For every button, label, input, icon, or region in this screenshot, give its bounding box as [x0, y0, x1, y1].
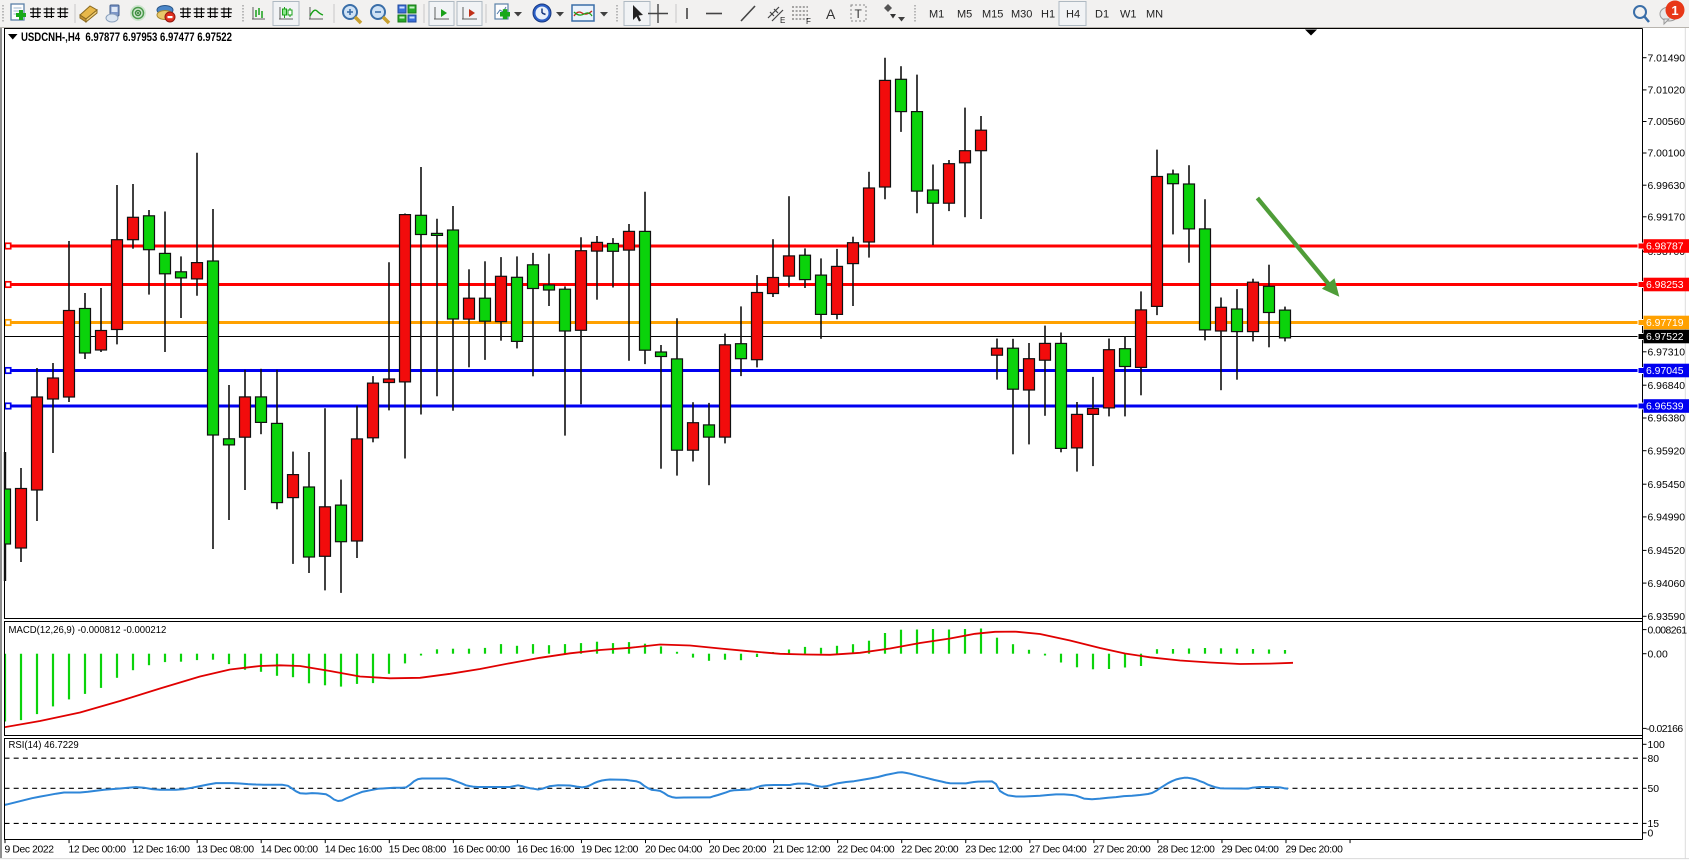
svg-text:6.99170: 6.99170 [1648, 213, 1686, 224]
svg-text:28 Dec 12:00: 28 Dec 12:00 [1157, 844, 1215, 855]
svg-text:W1: W1 [1120, 9, 1137, 21]
svg-text:16 Dec 16:00: 16 Dec 16:00 [517, 844, 575, 855]
svg-text:7.01020: 7.01020 [1648, 86, 1686, 97]
svg-text:14 Dec 00:00: 14 Dec 00:00 [261, 844, 319, 855]
svg-text:12 Dec 16:00: 12 Dec 16:00 [133, 844, 191, 855]
svg-text:1: 1 [1671, 3, 1678, 18]
svg-text:D1: D1 [1095, 9, 1109, 21]
svg-text:M5: M5 [957, 9, 972, 21]
svg-text:H4: H4 [1066, 9, 1080, 21]
svg-text:F: F [806, 17, 811, 26]
svg-text:E: E [780, 16, 785, 25]
svg-text:6.96380: 6.96380 [1648, 414, 1686, 425]
svg-text:22 Dec 04:00: 22 Dec 04:00 [837, 844, 895, 855]
svg-text:M15: M15 [982, 9, 1003, 21]
svg-text:6.97045: 6.97045 [1646, 366, 1684, 377]
svg-text:0.008261: 0.008261 [1648, 625, 1688, 636]
svg-text:20 Dec 04:00: 20 Dec 04:00 [645, 844, 703, 855]
svg-text:21 Dec 12:00: 21 Dec 12:00 [773, 844, 831, 855]
svg-text:6.97522: 6.97522 [1646, 332, 1684, 343]
svg-text:6.98787: 6.98787 [1646, 242, 1684, 253]
svg-text:T: T [855, 7, 863, 21]
svg-text:29 Dec 20:00: 29 Dec 20:00 [1286, 844, 1344, 855]
svg-text:16 Dec 00:00: 16 Dec 00:00 [453, 844, 511, 855]
svg-text:6.93590: 6.93590 [1648, 612, 1686, 623]
svg-text:7.00560: 7.00560 [1648, 117, 1686, 128]
svg-text:6.94060: 6.94060 [1648, 579, 1686, 590]
svg-text:20 Dec 20:00: 20 Dec 20:00 [709, 844, 767, 855]
svg-text:12 Dec 00:00: 12 Dec 00:00 [69, 844, 127, 855]
svg-text:15: 15 [1648, 819, 1660, 830]
svg-text:9 Dec 2022: 9 Dec 2022 [5, 844, 55, 855]
svg-text:27 Dec 04:00: 27 Dec 04:00 [1029, 844, 1087, 855]
svg-text:MACD(12,26,9) -0.000812 -0.000: MACD(12,26,9) -0.000812 -0.000212 [9, 624, 167, 635]
svg-text:15 Dec 08:00: 15 Dec 08:00 [389, 844, 447, 855]
svg-text:0: 0 [1648, 829, 1654, 840]
svg-text:6.98253: 6.98253 [1646, 280, 1684, 291]
svg-text:-0.02166: -0.02166 [1646, 724, 1683, 735]
svg-text:22 Dec 20:00: 22 Dec 20:00 [901, 844, 959, 855]
svg-text:13 Dec 08:00: 13 Dec 08:00 [197, 844, 255, 855]
svg-text:M1: M1 [929, 9, 944, 21]
svg-text:H1: H1 [1041, 9, 1055, 21]
svg-text:6.96539: 6.96539 [1646, 402, 1684, 413]
svg-text:19 Dec 12:00: 19 Dec 12:00 [581, 844, 639, 855]
svg-text:6.96840: 6.96840 [1648, 381, 1686, 392]
svg-text:0.00: 0.00 [1648, 649, 1668, 660]
svg-text:6.94520: 6.94520 [1648, 546, 1686, 557]
svg-text:A: A [826, 6, 836, 22]
svg-text:MN: MN [1146, 9, 1163, 21]
svg-text:27 Dec 20:00: 27 Dec 20:00 [1093, 844, 1151, 855]
svg-text:6.95450: 6.95450 [1648, 480, 1686, 491]
svg-text:RSI(14) 46.7229: RSI(14) 46.7229 [9, 740, 80, 751]
svg-text:6.99630: 6.99630 [1648, 181, 1686, 192]
svg-text:6.95920: 6.95920 [1648, 446, 1686, 457]
svg-text:100: 100 [1648, 740, 1666, 751]
svg-text:M30: M30 [1011, 9, 1032, 21]
svg-text:23 Dec 12:00: 23 Dec 12:00 [965, 844, 1023, 855]
svg-text:7.01490: 7.01490 [1648, 53, 1686, 64]
svg-text:6.97310: 6.97310 [1648, 348, 1686, 359]
svg-text:6.97719: 6.97719 [1646, 318, 1684, 329]
svg-text:7.00100: 7.00100 [1648, 149, 1686, 160]
svg-text:29 Dec 04:00: 29 Dec 04:00 [1221, 844, 1279, 855]
svg-text:80: 80 [1648, 754, 1660, 765]
svg-text:USDCNH-,H4 6.97877 6.97953 6.: USDCNH-,H4 6.97877 6.97953 6.97477 6.975… [21, 31, 232, 44]
svg-text:6.94990: 6.94990 [1648, 513, 1686, 524]
svg-text:50: 50 [1648, 784, 1660, 795]
svg-text:14 Dec 16:00: 14 Dec 16:00 [325, 844, 383, 855]
